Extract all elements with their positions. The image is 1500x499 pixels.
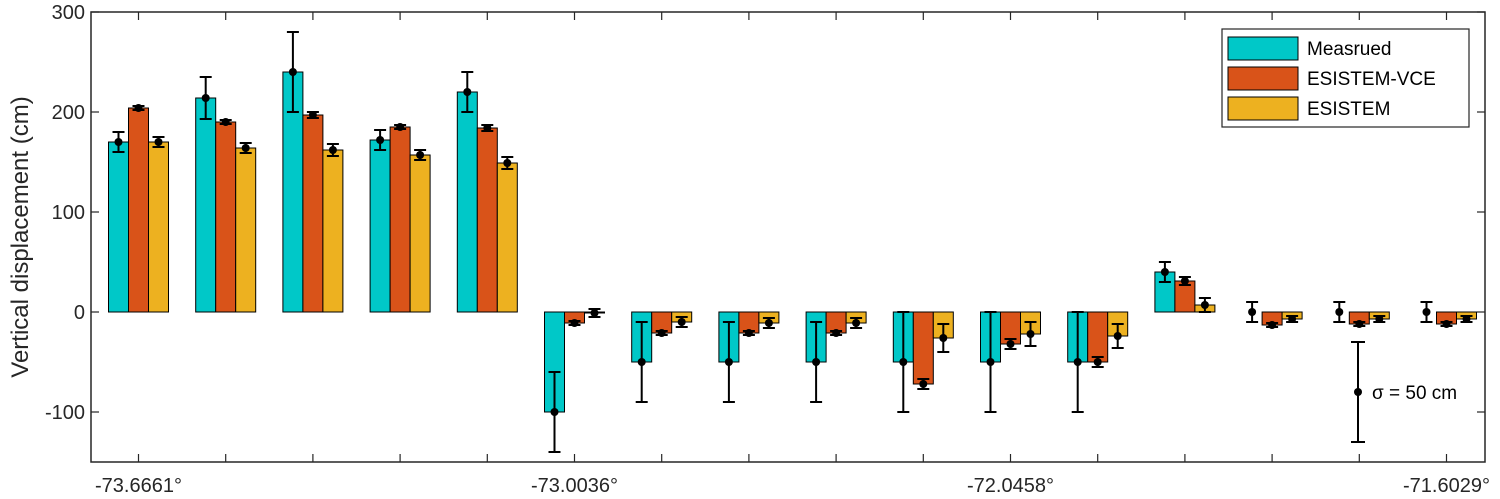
data-point xyxy=(308,111,317,119)
data-point xyxy=(376,136,385,144)
data-point xyxy=(503,159,512,167)
data-point xyxy=(241,144,250,152)
data-point xyxy=(550,408,559,416)
data-point xyxy=(939,334,948,342)
bar xyxy=(369,139,391,313)
data-point xyxy=(416,151,425,159)
bar xyxy=(215,121,237,313)
axis-ticks: -100 0 100 200 300 -73.6661° -73.0036° -72.0458… xyxy=(45,2,1490,497)
data-point xyxy=(986,358,995,366)
data-point xyxy=(201,94,210,102)
legend-label: ESISTEM xyxy=(1307,99,1390,120)
data-point xyxy=(899,358,908,366)
x-tick-label: -71.6029° xyxy=(1403,475,1490,497)
data-point xyxy=(1073,358,1082,366)
data-point xyxy=(221,118,230,126)
legend-swatch xyxy=(1227,66,1299,91)
plot-area xyxy=(108,31,1477,453)
data-point xyxy=(1355,320,1364,328)
axes-box xyxy=(90,11,1486,463)
data-point xyxy=(764,319,773,327)
sigma-label: σ = 50 cm xyxy=(1372,383,1457,404)
bar xyxy=(322,149,344,313)
data-point xyxy=(463,88,472,96)
x-tick-label: -72.0458° xyxy=(967,475,1054,497)
data-point xyxy=(657,329,666,337)
y-tick-label: -100 xyxy=(45,402,85,424)
data-point xyxy=(570,319,579,327)
data-point xyxy=(1113,332,1122,340)
data-point xyxy=(483,124,492,132)
y-tick-label: 200 xyxy=(52,102,85,124)
y-axis-label: Vertical displacement (cm) xyxy=(7,96,34,377)
bar xyxy=(302,114,324,313)
data-point xyxy=(328,146,337,154)
data-point xyxy=(114,138,123,146)
data-point xyxy=(1462,315,1471,323)
data-point xyxy=(1093,358,1102,366)
legend: Measrued ESISTEM-VCE ESISTEM xyxy=(1221,28,1470,128)
data-point xyxy=(919,380,928,388)
data-point xyxy=(852,319,861,327)
bar xyxy=(195,97,217,313)
bar xyxy=(128,107,149,313)
bar xyxy=(1087,311,1109,363)
data-point xyxy=(1006,340,1015,348)
data-point xyxy=(288,68,297,76)
bar xyxy=(148,141,169,313)
data-point xyxy=(1422,308,1431,316)
bar xyxy=(476,127,498,313)
bar xyxy=(496,162,518,313)
data-point xyxy=(744,329,753,337)
bar xyxy=(235,147,257,313)
x-tick-label: -73.0036° xyxy=(531,475,618,497)
data-point xyxy=(590,309,599,317)
bar xyxy=(456,91,478,313)
y-tick-label: 300 xyxy=(52,2,85,24)
data-point xyxy=(134,104,143,112)
sigma-annotation: σ = 50 cm xyxy=(1351,341,1457,443)
data-point xyxy=(1248,308,1257,316)
sigma-point xyxy=(1354,388,1362,396)
data-point xyxy=(1160,268,1169,276)
data-point xyxy=(1268,321,1277,329)
legend-swatch xyxy=(1227,96,1299,121)
data-point xyxy=(637,358,646,366)
y-tick-label: 0 xyxy=(74,302,85,324)
y-tick-label: 100 xyxy=(52,202,85,224)
bar xyxy=(912,311,934,385)
bar xyxy=(409,154,431,313)
data-point xyxy=(154,138,163,146)
data-point xyxy=(1026,330,1035,338)
bar xyxy=(389,126,411,313)
data-point xyxy=(724,358,733,366)
data-point xyxy=(677,318,686,326)
data-point xyxy=(1442,320,1451,328)
data-point xyxy=(1200,301,1209,309)
data-point xyxy=(812,358,821,366)
x-tick-label: -73.6661° xyxy=(95,475,182,497)
data-point xyxy=(396,123,405,131)
data-point xyxy=(1180,277,1189,285)
legend-label: Measrued xyxy=(1307,39,1392,60)
data-point xyxy=(1375,315,1384,323)
legend-swatch xyxy=(1227,36,1299,61)
bar xyxy=(108,141,129,313)
data-point xyxy=(832,329,841,337)
legend-label: ESISTEM-VCE xyxy=(1307,69,1436,90)
data-point xyxy=(1335,308,1344,316)
data-point xyxy=(1288,315,1297,323)
